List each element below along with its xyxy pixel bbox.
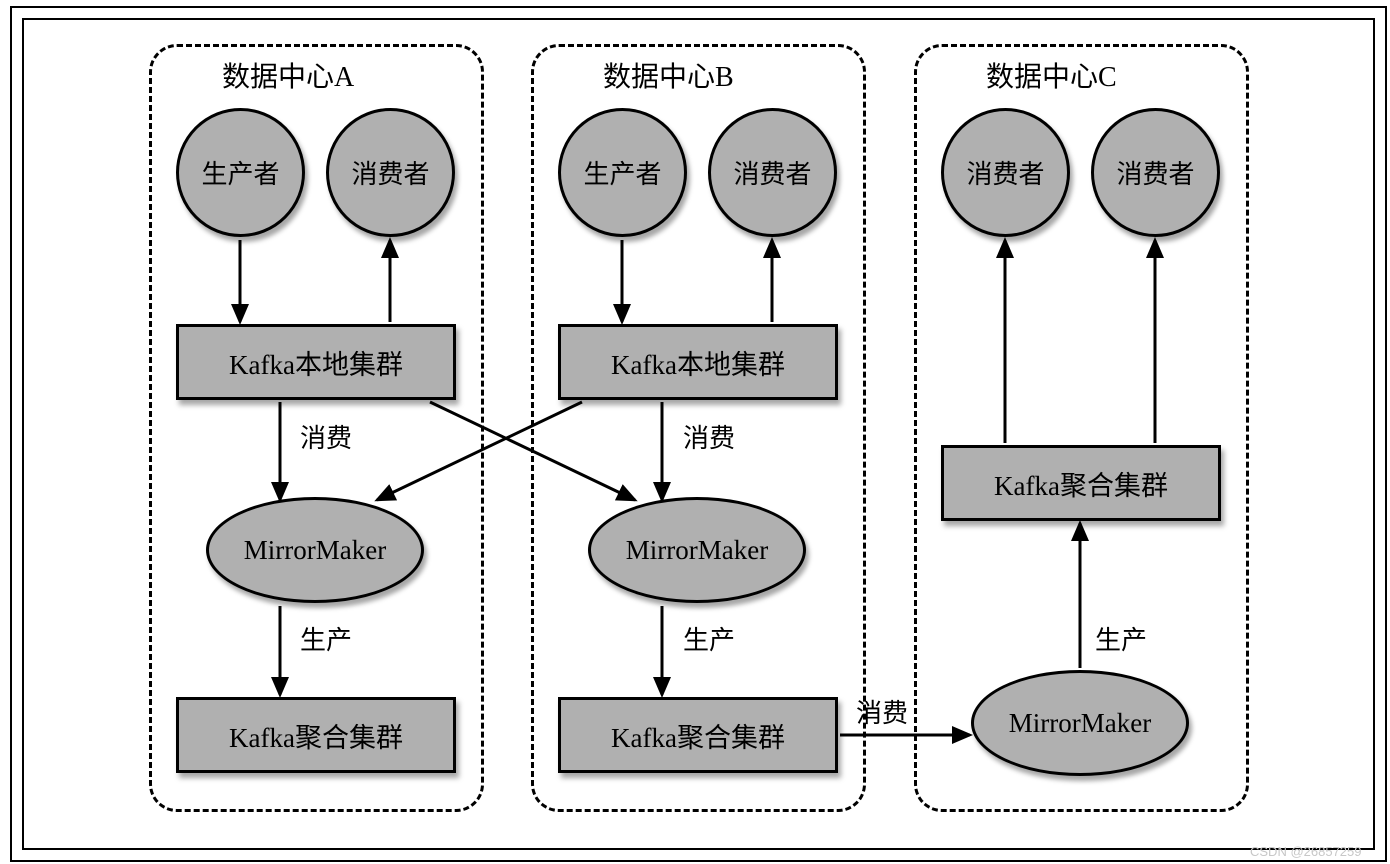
- c-consumer1-node: 消费者: [941, 108, 1070, 237]
- datacenter-a-title: 数据中心A: [222, 55, 354, 95]
- label-a-consume: 消费: [300, 418, 352, 455]
- label-c-consume: 消费: [856, 693, 908, 730]
- b-mirrormaker: MirrorMaker: [588, 497, 806, 603]
- datacenter-b-title: 数据中心B: [603, 55, 734, 95]
- label-b-produce: 生产: [683, 620, 735, 657]
- label-b-consume: 消费: [683, 418, 735, 455]
- b-consumer-node: 消费者: [708, 108, 837, 237]
- diagram-canvas: 数据中心A 数据中心B 数据中心C 生产者 消费者 Kafka本地集群 Mirr…: [0, 0, 1390, 864]
- b-local-cluster: Kafka本地集群: [558, 324, 838, 400]
- c-mirrormaker: MirrorMaker: [971, 670, 1189, 776]
- a-producer-node: 生产者: [176, 108, 305, 237]
- datacenter-c-title: 数据中心C: [986, 55, 1117, 95]
- a-mirrormaker: MirrorMaker: [206, 497, 424, 603]
- b-agg-cluster: Kafka聚合集群: [558, 697, 838, 773]
- c-agg-cluster: Kafka聚合集群: [941, 445, 1221, 521]
- watermark: CSDN @26857259: [1250, 844, 1361, 859]
- a-local-cluster: Kafka本地集群: [176, 324, 456, 400]
- a-consumer-node: 消费者: [326, 108, 455, 237]
- a-agg-cluster: Kafka聚合集群: [176, 697, 456, 773]
- c-consumer2-node: 消费者: [1091, 108, 1220, 237]
- label-c-produce: 生产: [1095, 620, 1147, 657]
- b-producer-node: 生产者: [558, 108, 687, 237]
- label-a-produce: 生产: [300, 620, 352, 657]
